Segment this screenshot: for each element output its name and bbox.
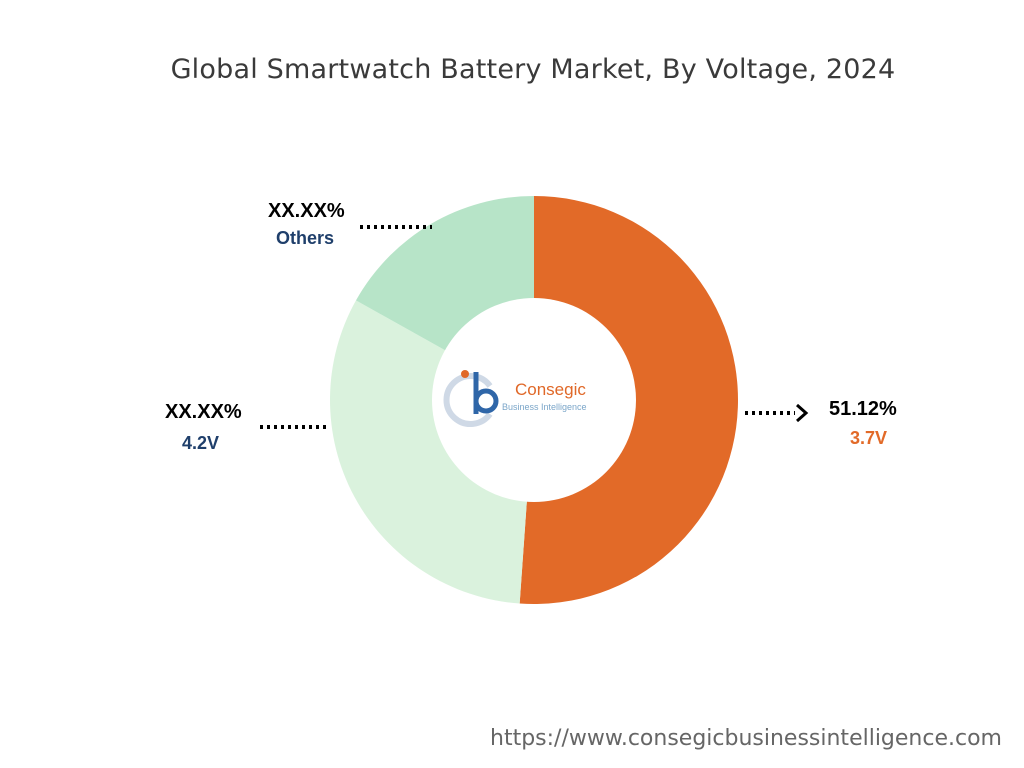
consegic-logo: Consegic Business Intelligence [443, 370, 587, 427]
logo-dot-icon [461, 370, 469, 378]
slice-category-label-3-7v: 3.7V [850, 428, 887, 448]
donut-hole [432, 298, 636, 502]
source-url: https://www.consegicbusinessintelligence… [490, 726, 1002, 751]
slice-category-label-others: Others [276, 228, 334, 248]
logo-tagline: Business Intelligence [502, 402, 587, 412]
arrow-head-icon [796, 403, 809, 423]
logo-bowl-icon [473, 388, 499, 414]
chart-title: Global Smartwatch Battery Market, By Vol… [170, 54, 896, 85]
slice-value-label-others: XX.XX% [268, 200, 345, 222]
slice-category-label-4-2v: 4.2V [182, 433, 219, 453]
slice-value-label-4-2v: XX.XX% [165, 401, 242, 423]
logo-name: Consegic [515, 380, 586, 399]
slice-value-label-3-7v: 51.12% [829, 398, 897, 420]
